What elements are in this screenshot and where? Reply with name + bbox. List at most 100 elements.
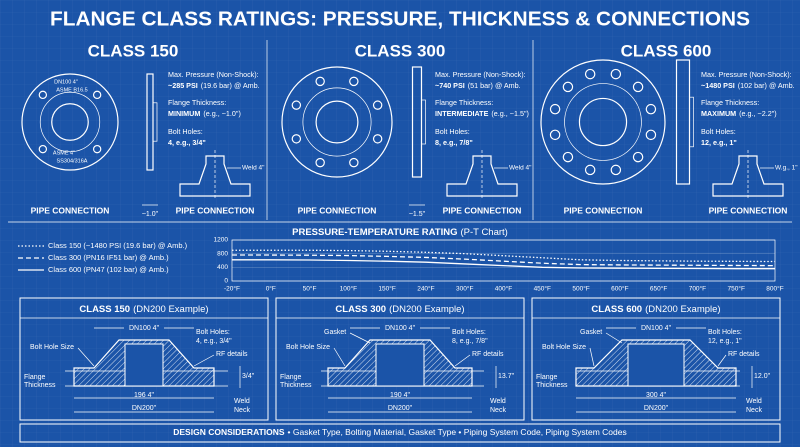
weld-neck-profile — [446, 155, 518, 197]
thickness-dim: ~1.0" — [142, 211, 159, 218]
x-tick-label: 650°F — [650, 285, 667, 293]
bold-text: DESIGN CONSIDERATIONS — [173, 427, 285, 437]
spec-label: Max. Pressure (Non-Shock): — [701, 70, 792, 79]
bolt-hole — [632, 81, 644, 93]
text: (DN200 Example) — [133, 304, 209, 315]
spec-label: Max. Pressure (Non-Shock): — [168, 70, 259, 79]
callout: RF details — [728, 351, 760, 358]
callout: Gasket — [580, 329, 602, 336]
callout: Thickness — [24, 382, 56, 389]
thickness-value: MINIMUM (e.g., ~1.0") — [168, 109, 241, 118]
series-line — [232, 249, 776, 263]
bold-text: CLASS 150 — [79, 304, 130, 315]
callout: Gasket — [324, 329, 346, 336]
bolt-hole — [349, 76, 359, 87]
x-tick-label: 750°F — [728, 285, 745, 293]
x-tick-label: 600°F — [611, 285, 628, 293]
dim-label: 13.7" — [498, 373, 515, 380]
bolt-hole — [315, 76, 325, 87]
face-label: ASME B16.5 — [56, 87, 88, 93]
y-tick-label: 800 — [217, 250, 228, 257]
footer-box — [19, 423, 781, 443]
bold-text: INTERMEDIATE — [435, 109, 489, 118]
detail-panel — [19, 297, 269, 421]
dim-label: 300 4" — [646, 392, 667, 399]
connection-label: PIPE CONNECTION — [31, 205, 110, 215]
callout: Neck — [234, 407, 250, 414]
callout: Thickness — [280, 382, 312, 389]
callout: Bolt Hole Size — [286, 344, 330, 351]
footer-text: DESIGN CONSIDERATIONS • Gasket Type, Bolt… — [173, 427, 626, 437]
pressure-value: ~1480 PSI (102 bar) @ Amb. — [701, 81, 795, 90]
x-tick-label: 50°F — [303, 285, 317, 293]
bolt-hole — [92, 144, 102, 154]
detail-heading: CLASS 300 (DN200 Example) — [335, 304, 464, 315]
dim-label: DN200" — [644, 405, 669, 412]
text: • Gasket Type, Bolting Material, Gasket … — [288, 427, 627, 437]
bolt-hole — [291, 134, 302, 144]
flange-outline — [281, 66, 393, 178]
bolt-value: 4, e.g., 3/4" — [168, 138, 206, 147]
weld-neck-profile — [712, 155, 784, 197]
spec-label: Flange Thickness: — [701, 98, 759, 107]
connection-label: PIPE CONNECTION — [176, 205, 255, 215]
x-tick-label: 450°F — [534, 285, 551, 293]
bolt-hole — [562, 151, 574, 163]
callout: Flange — [24, 374, 46, 381]
text: (51 bar) @ Amb. — [468, 81, 521, 90]
bore — [51, 103, 89, 141]
dim-label: DN200" — [388, 405, 413, 412]
bore — [375, 343, 425, 387]
bolt-hole — [92, 90, 102, 100]
dim-label: 190 4" — [390, 392, 411, 399]
leader — [454, 354, 471, 367]
thickness-value: MAXIMUM (e.g., ~2.2") — [701, 109, 777, 118]
bold-text: MAXIMUM — [701, 109, 736, 118]
bolt-hole — [584, 68, 596, 80]
bore — [627, 343, 685, 387]
leader — [349, 332, 371, 344]
dim-label: DN100 4" — [129, 325, 160, 332]
weld-neck-profile — [179, 155, 251, 197]
weld-label: W.g., 1" — [775, 165, 798, 172]
connection-label: PIPE CONNECTION — [298, 205, 377, 215]
callout: Weld — [490, 398, 506, 405]
bold-text: ~740 PSI — [435, 81, 465, 90]
hub-side — [421, 99, 426, 145]
x-tick-label: 700°F — [689, 285, 706, 293]
face-label: DN100 4" — [54, 79, 78, 85]
pressure-value: ~285 PSI (19.6 bar) @ Amb. — [168, 81, 260, 90]
bolt-hole — [610, 164, 622, 176]
spec-label: Bolt Holes: — [701, 127, 736, 136]
pressure-value: ~740 PSI (51 bar) @ Amb. — [435, 81, 521, 90]
callout: Weld — [746, 398, 762, 405]
y-tick-label: 0 — [224, 278, 228, 285]
leader — [333, 347, 346, 367]
x-tick-label: 240°F — [417, 285, 434, 293]
bolt-value: 12, e.g., 1" — [701, 138, 737, 147]
bolt-value: 8, e.g., 7/8" — [435, 138, 473, 147]
bolt-hole — [584, 164, 596, 176]
bolt-hole — [38, 144, 48, 154]
weld-label: Weld 4" — [509, 165, 532, 172]
legend-label: Class 150 (~1480 PSI (19.6 bar) @ Amb.) — [48, 241, 188, 250]
dim-label: 12.0" — [754, 373, 771, 380]
spec-label: Flange Thickness: — [168, 98, 226, 107]
legend-label: Class 600 (PN47 (102 bar) @ Amb.) — [48, 265, 169, 274]
leader — [77, 347, 95, 367]
x-tick-label: 500°F — [572, 285, 589, 293]
connection-label: PIPE CONNECTION — [443, 205, 522, 215]
bold-text: CLASS 600 — [591, 304, 642, 315]
spec-label: Max. Pressure (Non-Shock): — [435, 70, 526, 79]
callout: RF details — [216, 351, 248, 358]
dim-label: DN200" — [132, 405, 157, 412]
callout: 8, e.g., 7/8" — [452, 338, 488, 345]
dim-label: 196 4" — [134, 392, 155, 399]
hub-side — [689, 96, 694, 148]
series-line — [232, 254, 776, 267]
y-tick-label: 1200 — [214, 237, 229, 244]
raised-face — [302, 87, 372, 157]
text: (e.g., ~1.5") — [491, 109, 529, 118]
x-tick-label: 400°F — [495, 285, 512, 293]
x-tick-label: -20°F — [224, 285, 240, 293]
